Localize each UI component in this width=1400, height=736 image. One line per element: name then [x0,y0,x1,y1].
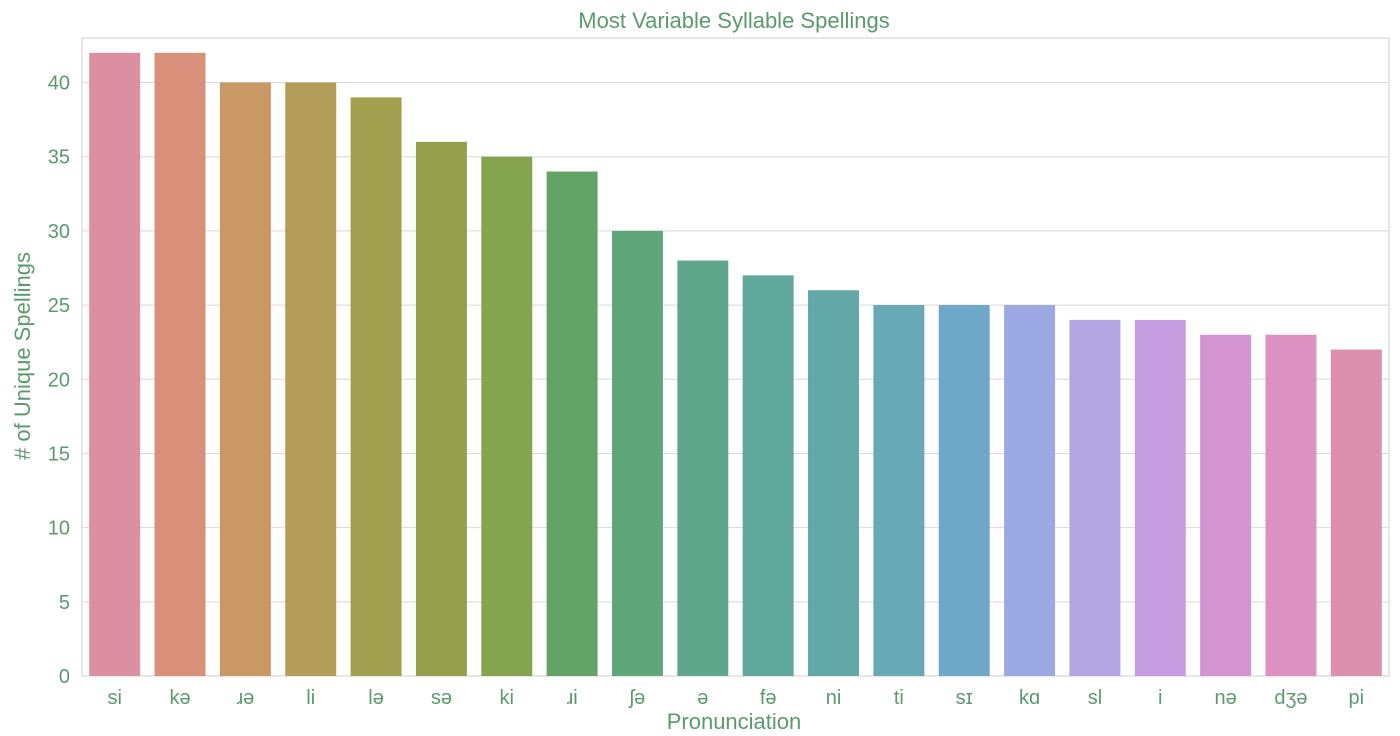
y-tick-label: 5 [59,592,70,614]
chart-title: Most Variable Syllable Spellings [578,8,889,33]
bar-8 [611,230,663,676]
bar-12 [873,305,925,676]
bars [89,52,1382,677]
bar-19 [1330,349,1382,676]
bar-10 [742,275,794,676]
x-tick-label: fə [760,687,777,709]
x-tick-label: pi [1349,687,1365,709]
y-tick-label: 20 [48,369,70,391]
y-tick-label: 30 [48,221,70,243]
x-axis-ticks: si kə ɹə li lə sə ki ɹi ʃə ə fə ni ti sɪ kɑ sl i nə dʒə pi [107,687,1364,709]
bar-5 [415,141,467,676]
y-axis-ticks: 0 5 10 15 20 25 30 35 40 [48,73,70,688]
x-axis-title: Pronunciation [667,709,802,734]
x-tick-label: sɪ [956,687,973,709]
bar-14 [1004,305,1056,676]
bar-17 [1200,334,1252,676]
x-tick-label: dʒə [1274,687,1307,709]
bar-18 [1265,334,1317,676]
x-tick-label: sl [1088,687,1102,709]
plot-border [81,37,1390,677]
bar-4 [350,97,402,677]
y-tick-label: 10 [48,518,70,540]
x-tick-label: ɹi [567,687,578,709]
x-tick-label: ti [894,687,904,709]
bar-2 [219,82,271,677]
bar-13 [938,305,990,676]
bar-11 [808,290,860,676]
x-tick-label: i [1158,687,1162,709]
x-tick-label: nə [1215,687,1237,709]
y-tick-label: 15 [48,443,70,465]
x-tick-label: li [306,687,315,709]
x-tick-label: ɹə [236,687,254,709]
y-axis-title: # of Unique Spellings [10,252,35,460]
x-tick-label: si [107,687,121,709]
bar-7 [546,171,598,676]
x-tick-label: kə [169,687,190,709]
x-tick-label: ə [697,687,708,709]
bar-1 [154,52,206,676]
gridlines [82,82,1389,677]
x-tick-label: lə [368,687,384,709]
bar-6 [481,156,533,676]
bar-3 [285,82,337,677]
bar-16 [1134,319,1186,676]
y-tick-label: 35 [48,147,70,169]
y-tick-label: 25 [48,295,70,317]
x-tick-label: ʃə [628,687,646,709]
bar-0 [89,52,141,676]
x-tick-label: ni [826,687,842,709]
x-tick-label: sə [431,687,452,709]
plot-frame [81,37,1390,677]
x-tick-label: ki [500,687,514,709]
y-tick-label: 40 [48,73,70,95]
x-tick-label: kɑ [1019,687,1040,709]
bar-9 [677,260,729,676]
bar-15 [1069,319,1121,676]
y-tick-label: 0 [59,666,70,688]
